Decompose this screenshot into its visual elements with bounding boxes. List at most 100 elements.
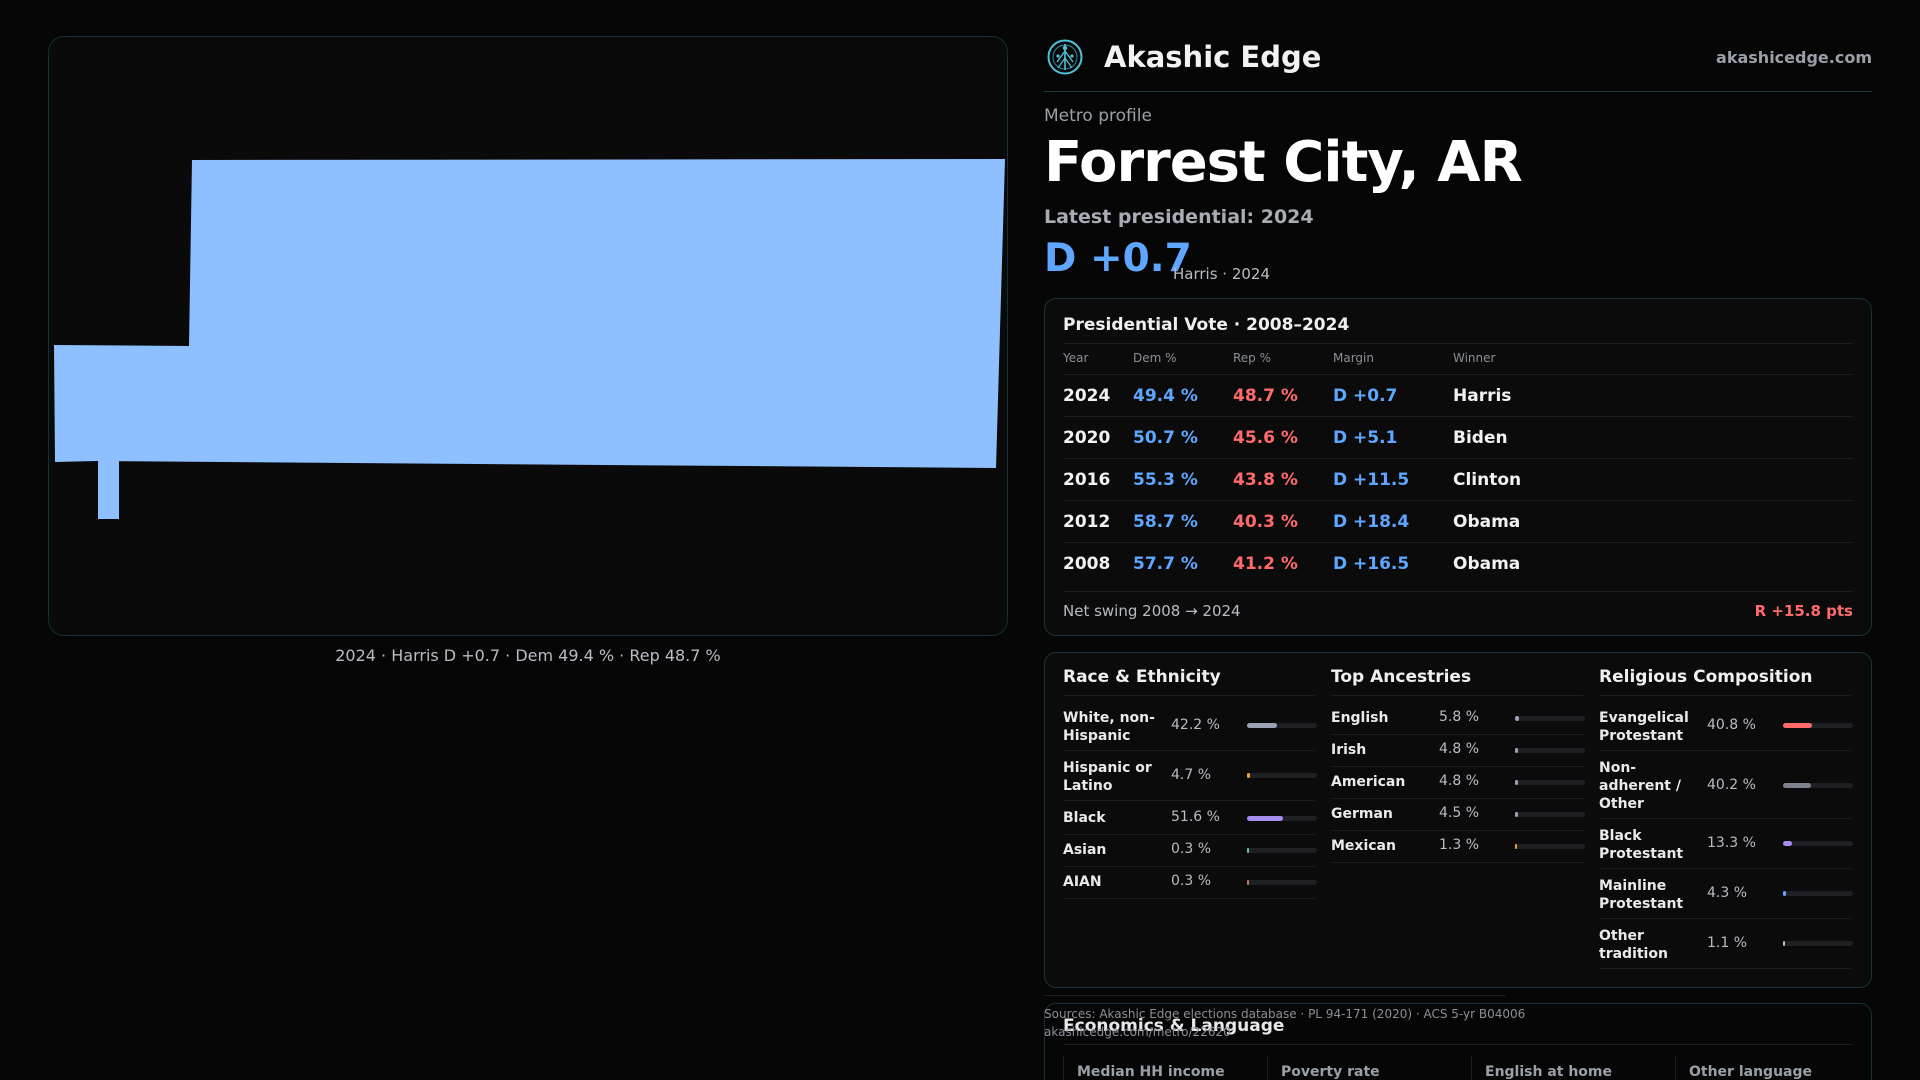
year-cell: 2020: [1063, 428, 1111, 448]
divider: [1471, 1056, 1472, 1080]
divider: [1063, 343, 1853, 344]
margin-cell: D +0.7: [1333, 386, 1398, 406]
header-year: Year: [1063, 351, 1089, 365]
table-row: 2016 55.3 % 43.8 % D +11.5 Clinton: [1063, 458, 1853, 500]
econ-header-english: English at home: [1485, 1064, 1613, 1080]
demographics-card: Race & Ethnicity White, non-Hispanic 42.…: [1044, 652, 1872, 988]
religion-title: Religious Composition: [1599, 667, 1813, 687]
divider: [1267, 1056, 1268, 1080]
religion-value: 1.1 %: [1707, 935, 1748, 951]
ancestry-label: German: [1331, 806, 1393, 822]
metro-map-panel[interactable]: [48, 36, 1008, 636]
share-bar-track: [1247, 848, 1317, 853]
permalink[interactable]: akashicedge.com/metro/22620: [1044, 1025, 1231, 1039]
religion-value: 13.3 %: [1707, 835, 1756, 851]
list-item: Mexican 1.3 %: [1331, 833, 1585, 863]
race-label: AIAN: [1063, 874, 1102, 890]
list-item: Mainline Protestant 4.3 %: [1599, 875, 1853, 919]
race-value: 4.7 %: [1171, 767, 1212, 783]
table-row: 2012 58.7 % 40.3 % D +18.4 Obama: [1063, 500, 1853, 542]
share-bar-track: [1783, 723, 1853, 728]
race-value: 42.2 %: [1171, 717, 1220, 733]
religion-column: Religious Composition Evangelical Protes…: [1599, 653, 1853, 989]
list-item: English 5.8 %: [1331, 705, 1585, 735]
dem-cell: 57.7 %: [1133, 554, 1198, 574]
sources-note: Sources: Akashic Edge elections database…: [1044, 1005, 1525, 1041]
share-bar-fill: [1247, 723, 1277, 728]
econ-header-income: Median HH income: [1077, 1064, 1225, 1080]
race-label: Hispanic or Latino: [1063, 760, 1152, 794]
list-item: Hispanic or Latino 4.7 %: [1063, 757, 1317, 801]
list-item: AIAN 0.3 %: [1063, 869, 1317, 899]
share-bar-track: [1515, 780, 1585, 785]
list-item: Other tradition 1.1 %: [1599, 925, 1853, 969]
ancestry-value: 4.5 %: [1439, 805, 1480, 821]
religion-value: 40.2 %: [1707, 777, 1756, 793]
year-cell: 2016: [1063, 470, 1111, 490]
religion-label: Other tradition: [1599, 928, 1668, 962]
tree-of-life-icon[interactable]: [1046, 38, 1084, 76]
table-row: 2008 57.7 % 41.2 % D +16.5 Obama: [1063, 542, 1853, 584]
sources-text: Sources: Akashic Edge elections database…: [1044, 1007, 1526, 1021]
share-bar-fill: [1247, 773, 1250, 778]
rep-cell: 40.3 %: [1233, 512, 1298, 532]
dem-cell: 58.7 %: [1133, 512, 1198, 532]
race-value: 0.3 %: [1171, 841, 1212, 857]
margin-cell: D +5.1: [1333, 428, 1398, 448]
divider: [1331, 695, 1583, 696]
year-cell: 2024: [1063, 386, 1111, 406]
divider: [1063, 591, 1853, 592]
share-bar-fill: [1247, 816, 1283, 821]
share-bar-fill: [1783, 723, 1812, 728]
rep-cell: 41.2 %: [1233, 554, 1298, 574]
divider: [1044, 995, 1506, 996]
list-item: German 4.5 %: [1331, 801, 1585, 831]
dem-cell: 49.4 %: [1133, 386, 1198, 406]
metro-map[interactable]: [49, 37, 1009, 637]
winner-cell: Harris: [1453, 386, 1512, 406]
share-bar-fill: [1247, 880, 1249, 885]
header-rep: Rep %: [1233, 351, 1272, 365]
econ-header-poverty: Poverty rate: [1281, 1064, 1380, 1080]
brand-site-link[interactable]: akashicedge.com: [1716, 48, 1872, 67]
race-ethnicity-column: Race & Ethnicity White, non-Hispanic 42.…: [1063, 653, 1317, 989]
metro-boundary-shape[interactable]: [54, 159, 1005, 468]
presidential-vote-title: Presidential Vote · 2008–2024: [1063, 315, 1350, 335]
page-title: Forrest City, AR: [1044, 130, 1523, 195]
race-value: 51.6 %: [1171, 809, 1220, 825]
margin-cell: D +18.4: [1333, 512, 1410, 532]
ancestry-label: Irish: [1331, 742, 1367, 758]
net-swing-label: Net swing 2008 → 2024: [1063, 602, 1241, 620]
latest-presidential-label: Latest presidential: 2024: [1044, 206, 1314, 228]
latest-margin-sub: Harris · 2024: [1173, 265, 1271, 283]
share-bar-fill: [1515, 780, 1518, 785]
ancestry-value: 1.3 %: [1439, 837, 1480, 853]
ancestry-label: Mexican: [1331, 838, 1396, 854]
margin-cell: D +16.5: [1333, 554, 1410, 574]
brand-name: Akashic Edge: [1104, 40, 1322, 74]
presidential-vote-card: Presidential Vote · 2008–2024 Year Dem %…: [1044, 298, 1872, 636]
profile-label: Metro profile: [1044, 106, 1152, 126]
list-item: Non-adherent / Other 40.2 %: [1599, 757, 1853, 819]
divider: [1063, 695, 1315, 696]
list-item: Evangelical Protestant 40.8 %: [1599, 707, 1853, 751]
share-bar-track: [1515, 748, 1585, 753]
economics-title: Economics & Language: [1063, 1016, 1285, 1036]
religion-label: Evangelical Protestant: [1599, 710, 1689, 744]
share-bar-fill: [1515, 748, 1518, 753]
race-label: Asian: [1063, 842, 1107, 858]
margin-cell: D +11.5: [1333, 470, 1410, 490]
religion-value: 40.8 %: [1707, 717, 1756, 733]
share-bar-track: [1247, 816, 1317, 821]
divider: [1063, 1056, 1064, 1080]
ancestry-title: Top Ancestries: [1331, 667, 1472, 687]
share-bar-fill: [1247, 848, 1249, 853]
share-bar-fill: [1783, 783, 1811, 788]
share-bar-track: [1783, 941, 1853, 946]
header-winner: Winner: [1453, 351, 1496, 365]
map-caption: 2024 · Harris D +0.7 · Dem 49.4 % · Rep …: [335, 646, 721, 665]
economics-card: Economics & Language Median HH income Po…: [1044, 1003, 1872, 1080]
religion-label: Black Protestant: [1599, 828, 1684, 862]
metro-boundary-nub[interactable]: [98, 461, 119, 519]
share-bar-track: [1247, 773, 1317, 778]
